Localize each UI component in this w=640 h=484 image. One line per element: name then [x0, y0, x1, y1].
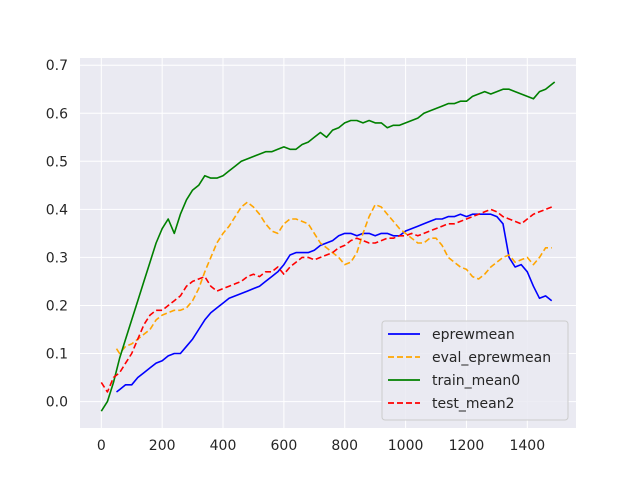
tick-labels: 0 200 400 600 800 1000 1200 1400 0.0 0.1 0.2 0.3 0.4…: [46, 58, 545, 454]
legend-label: eval_eprewmean: [432, 350, 551, 366]
x-tick-label: 1200: [449, 438, 485, 454]
y-tick-label: 0.2: [46, 298, 68, 314]
y-tick-label: 0.3: [46, 250, 68, 266]
series-line-train-mean0: [100, 81, 556, 412]
x-tick-label: 200: [149, 438, 176, 454]
x-tick-label: 400: [210, 438, 237, 454]
legend[interactable]: eprewmean eval_eprewmean train_mean0 test_m…: [381, 320, 569, 421]
y-tick-label: 0.5: [46, 154, 68, 170]
legend-label: test_mean2: [432, 396, 515, 412]
series-lines: [100, 81, 556, 412]
y-tick-label: 0.6: [46, 106, 68, 122]
x-tick-label: 0: [97, 438, 106, 454]
legend-box: [381, 320, 569, 421]
y-tick-label: 0.4: [46, 202, 68, 218]
y-tick-label: 0.7: [46, 58, 68, 74]
y-tick-label: 0.0: [46, 395, 68, 411]
x-tick-label: 1000: [388, 438, 424, 454]
x-tick-label: 1400: [509, 438, 545, 454]
legend-label: eprewmean: [432, 327, 515, 343]
legend-label: train_mean0: [432, 373, 520, 389]
series-line-test-mean2: [100, 206, 552, 393]
y-tick-label: 0.1: [46, 347, 68, 363]
x-tick-label: 600: [271, 438, 298, 454]
x-tick-label: 800: [331, 438, 358, 454]
